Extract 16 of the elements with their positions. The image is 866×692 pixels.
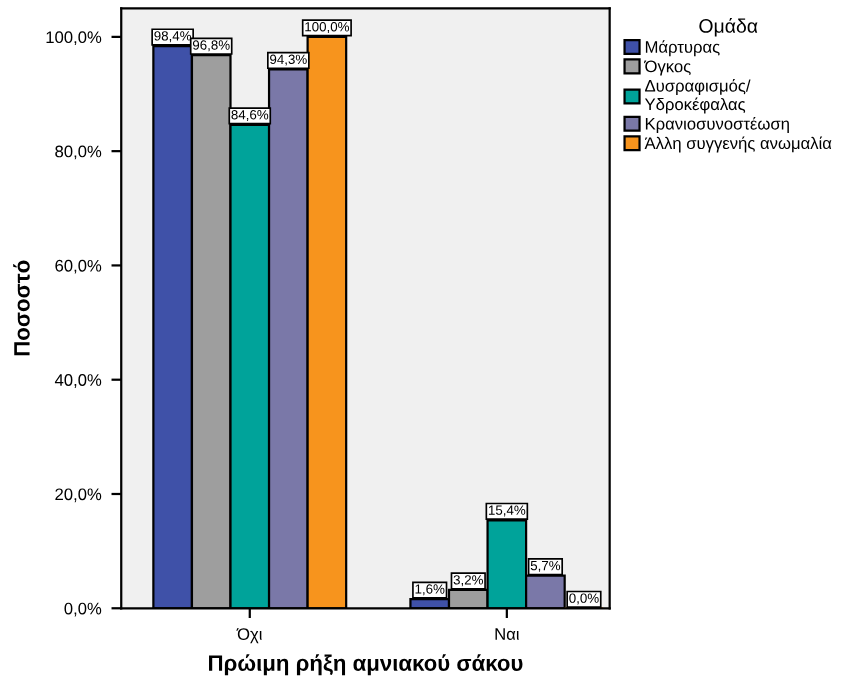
legend-label: Κρανιοσυνοστέωση [645,116,789,133]
legend-label: Άλλη συγγενής ανωμαλία [644,136,832,153]
x-tick-label: Όχι [236,628,262,644]
x-tick-label: Ναι [495,628,520,640]
y-tick-label: 80,0% [55,145,102,160]
y-tick-label: 0,0% [64,602,102,617]
y-tick-label: 100,0% [46,31,102,46]
legend-label: Δυσραφισμός/ Υδροκέφαλας [644,78,751,114]
legend-label: Όγκος [643,60,691,76]
y-tick-label: 60,0% [55,259,102,274]
legend-title: Ομάδα [699,18,758,37]
y-tick-label: 20,0% [55,488,102,503]
y-tick-label: 40,0% [54,374,102,388]
x-axis-title: Πρώιμη ρήξη αμνιακού σάκου [209,654,523,676]
legend-label: Μάρτυρας [645,40,720,57]
y-axis-title: Ποσοστό [13,260,30,356]
